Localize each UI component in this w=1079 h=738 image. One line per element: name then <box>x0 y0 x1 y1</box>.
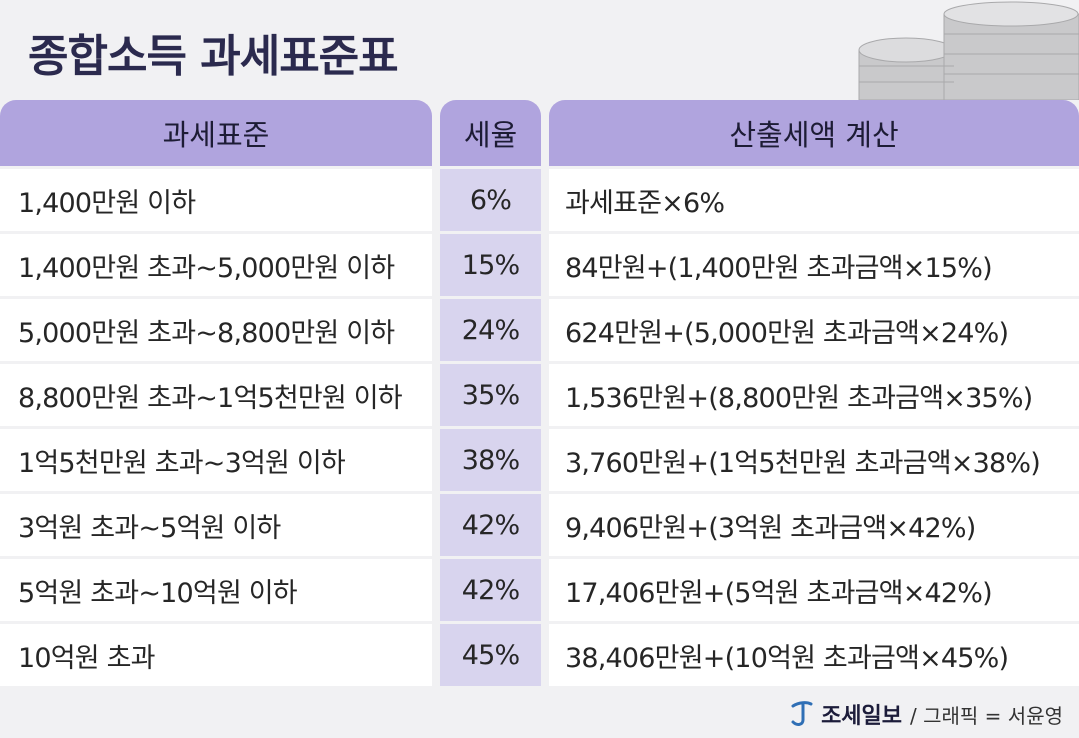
header-bracket: 과세표준 <box>0 100 432 166</box>
rate-cell: 15% <box>440 234 541 296</box>
bracket-cell: 5,000만원 초과~8,800만원 이하 <box>0 299 432 361</box>
publisher-name: 조세일보 <box>821 704 903 729</box>
calc-cell: 1,536만원+(8,800만원 초과금액×35%) <box>549 364 1079 426</box>
bracket-cell: 3억원 초과~5억원 이하 <box>0 494 432 556</box>
table-row: 5억원 초과~10억원 이하 42% 17,406만원+(5억원 초과금액×42… <box>0 559 1079 621</box>
rate-cell: 42% <box>440 494 541 556</box>
calc-cell: 3,760만원+(1억5천만원 초과금액×38%) <box>549 429 1079 491</box>
page-title: 종합소득 과세표준표 <box>28 31 399 82</box>
table-row: 8,800만원 초과~1억5천만원 이하 35% 1,536만원+(8,800만… <box>0 364 1079 426</box>
rate-cell: 42% <box>440 559 541 621</box>
graphic-credit: / 그래픽 = 서윤영 <box>910 703 1063 728</box>
bracket-cell: 1억5천만원 초과~3억원 이하 <box>0 429 432 491</box>
table-row: 3억원 초과~5억원 이하 42% 9,406만원+(3억원 초과금액×42%) <box>0 494 1079 556</box>
rate-cell: 6% <box>440 169 541 231</box>
bracket-cell: 5억원 초과~10억원 이하 <box>0 559 432 621</box>
calc-cell: 17,406만원+(5억원 초과금액×42%) <box>549 559 1079 621</box>
rate-cell: 24% <box>440 299 541 361</box>
calc-cell: 38,406만원+(10억원 초과금액×45%) <box>549 624 1079 686</box>
publisher-logo-icon <box>791 701 813 726</box>
bracket-cell: 1,400만원 초과~5,000만원 이하 <box>0 234 432 296</box>
bracket-cell: 8,800만원 초과~1억5천만원 이하 <box>0 364 432 426</box>
header-rate: 세율 <box>440 100 541 166</box>
rate-cell: 35% <box>440 364 541 426</box>
rate-cell: 38% <box>440 429 541 491</box>
calc-cell: 과세표준×6% <box>549 169 1079 231</box>
calc-cell: 84만원+(1,400만원 초과금액×15%) <box>549 234 1079 296</box>
table-row: 1,400만원 초과~5,000만원 이하 15% 84만원+(1,400만원 … <box>0 234 1079 296</box>
header-calc: 산출세액 계산 <box>549 100 1079 166</box>
coin-stack-icon <box>858 1 1079 100</box>
table-row: 10억원 초과 45% 38,406만원+(10억원 초과금액×45%) <box>0 624 1079 686</box>
table-row: 1억5천만원 초과~3억원 이하 38% 3,760만원+(1억5천만원 초과금… <box>0 429 1079 491</box>
footer-credit: 조세일보 / 그래픽 = 서윤영 <box>789 698 1063 730</box>
rate-cell: 45% <box>440 624 541 686</box>
bracket-cell: 1,400만원 이하 <box>0 169 432 231</box>
table-row: 5,000만원 초과~8,800만원 이하 24% 624만원+(5,000만원… <box>0 299 1079 361</box>
calc-cell: 624만원+(5,000만원 초과금액×24%) <box>549 299 1079 361</box>
table-row: 1,400만원 이하 6% 과세표준×6% <box>0 169 1079 231</box>
bracket-cell: 10억원 초과 <box>0 624 432 686</box>
calc-cell: 9,406만원+(3억원 초과금액×42%) <box>549 494 1079 556</box>
